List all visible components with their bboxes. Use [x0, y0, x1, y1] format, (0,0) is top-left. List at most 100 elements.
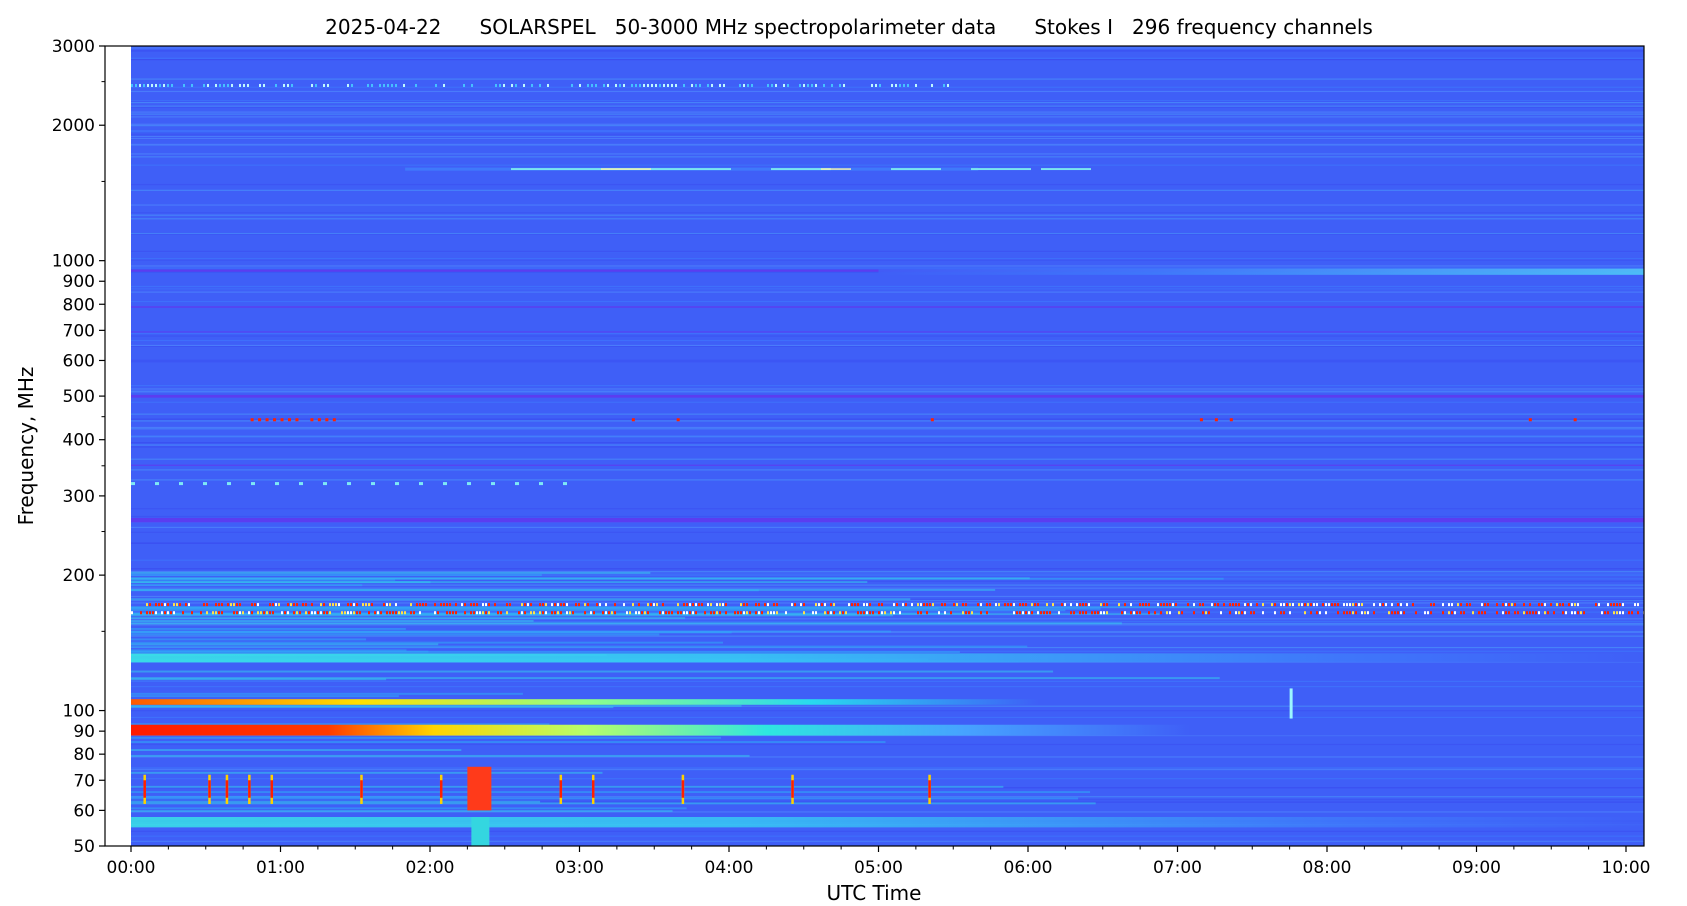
- interference-dot: [1076, 603, 1078, 607]
- interference-dot: [506, 611, 508, 615]
- interference-dot: [938, 611, 940, 615]
- burst-spike-core: [928, 780, 931, 798]
- interference-dot: [1169, 611, 1171, 615]
- interference-dot: [1622, 611, 1624, 615]
- y-tick-label: 200: [63, 566, 95, 586]
- interference-dot: [1319, 611, 1321, 615]
- noise-dot: [563, 482, 567, 486]
- interference-dot: [1232, 603, 1234, 607]
- spectral-band: [131, 710, 1644, 712]
- spectral-band: [131, 259, 1644, 261]
- interference-dot: [1343, 611, 1345, 615]
- interference-dot: [272, 603, 274, 607]
- interference-dot: [1528, 418, 1532, 422]
- interference-dot: [1601, 611, 1603, 615]
- spectral-band: [131, 811, 1644, 813]
- interference-dot: [425, 603, 427, 607]
- spectral-band: [131, 218, 1644, 220]
- spectral-band: [131, 778, 1644, 780]
- interference-dot: [1529, 603, 1531, 607]
- spectral-band: [601, 168, 651, 170]
- y-axis-label: Frequency, MHz: [14, 367, 38, 526]
- spectral-band: [131, 250, 1644, 252]
- interference-dot: [317, 611, 319, 615]
- interference-dot: [593, 611, 595, 615]
- interference-dot: [1205, 611, 1207, 615]
- noise-dot: [723, 83, 725, 87]
- y-tick-label: 1000: [52, 252, 95, 272]
- interference-dot: [1487, 603, 1489, 607]
- spectral-band: [131, 617, 686, 620]
- interference-dot: [284, 611, 286, 615]
- interference-dot: [1106, 603, 1108, 607]
- interference-dot: [1367, 611, 1369, 615]
- interference-dot: [557, 611, 559, 615]
- interference-dot: [1385, 603, 1387, 607]
- spectral-band: [131, 444, 1644, 446]
- interference-dot: [818, 603, 820, 607]
- noise-dot: [871, 83, 873, 87]
- spectral-band: [131, 86, 1644, 88]
- interference-dot: [1139, 611, 1141, 615]
- interference-dot: [380, 611, 382, 615]
- interference-dot: [926, 611, 928, 615]
- interference-dot: [1502, 611, 1504, 615]
- spectral-band: [131, 116, 1644, 118]
- interference-dot: [272, 611, 274, 615]
- spectral-band: [131, 573, 1644, 575]
- spectral-band: [131, 574, 542, 577]
- interference-dot: [1157, 603, 1159, 607]
- spectral-band: [131, 204, 1644, 206]
- interference-dot: [275, 603, 277, 607]
- noise-dot: [895, 83, 897, 87]
- noise-dot: [395, 482, 399, 486]
- noise-dot: [287, 83, 289, 87]
- interference-dot: [821, 603, 823, 607]
- interference-dot: [1229, 418, 1233, 422]
- interference-dot: [325, 418, 329, 422]
- interference-dot: [1235, 611, 1237, 615]
- interference-dot: [1553, 611, 1555, 615]
- interference-dot: [623, 603, 625, 607]
- x-tick-label: 01:00: [256, 858, 305, 878]
- interference-dot: [614, 603, 616, 607]
- interference-dot: [344, 611, 346, 615]
- noise-dot: [131, 83, 133, 87]
- interference-dot: [569, 611, 571, 615]
- interference-dot: [596, 603, 598, 607]
- interference-dot: [158, 603, 160, 607]
- interference-dot: [1052, 603, 1054, 607]
- interference-dot: [305, 611, 307, 615]
- interference-dot: [152, 611, 154, 615]
- interference-dot: [347, 603, 349, 607]
- interference-dot: [1337, 603, 1339, 607]
- interference-dot: [416, 603, 418, 607]
- spectral-band: [131, 214, 1644, 216]
- interference-dot: [1187, 603, 1189, 607]
- interference-dot: [1046, 603, 1048, 607]
- noise-dot: [443, 83, 445, 87]
- interference-dot: [287, 418, 291, 422]
- interference-dot: [329, 611, 331, 615]
- interference-dot: [437, 611, 439, 615]
- x-tick-label: 02:00: [406, 858, 455, 878]
- noise-dot: [159, 83, 161, 87]
- interference-dot: [1250, 603, 1252, 607]
- noise-dot: [351, 83, 353, 87]
- interference-dot: [1040, 611, 1042, 615]
- interference-dot: [1544, 611, 1546, 615]
- noise-dot: [163, 83, 165, 87]
- spectral-band: [131, 685, 1644, 688]
- interference-dot: [521, 611, 523, 615]
- interference-dot: [566, 611, 568, 615]
- interference-dot: [1430, 611, 1432, 615]
- interference-dot: [1121, 611, 1123, 615]
- interference-dot: [356, 611, 358, 615]
- interference-dot: [1286, 603, 1288, 607]
- interference-dot: [1103, 603, 1105, 607]
- interference-dot: [881, 611, 883, 615]
- interference-dot: [140, 611, 142, 615]
- interference-dot: [419, 603, 421, 607]
- interference-dot: [1304, 611, 1306, 615]
